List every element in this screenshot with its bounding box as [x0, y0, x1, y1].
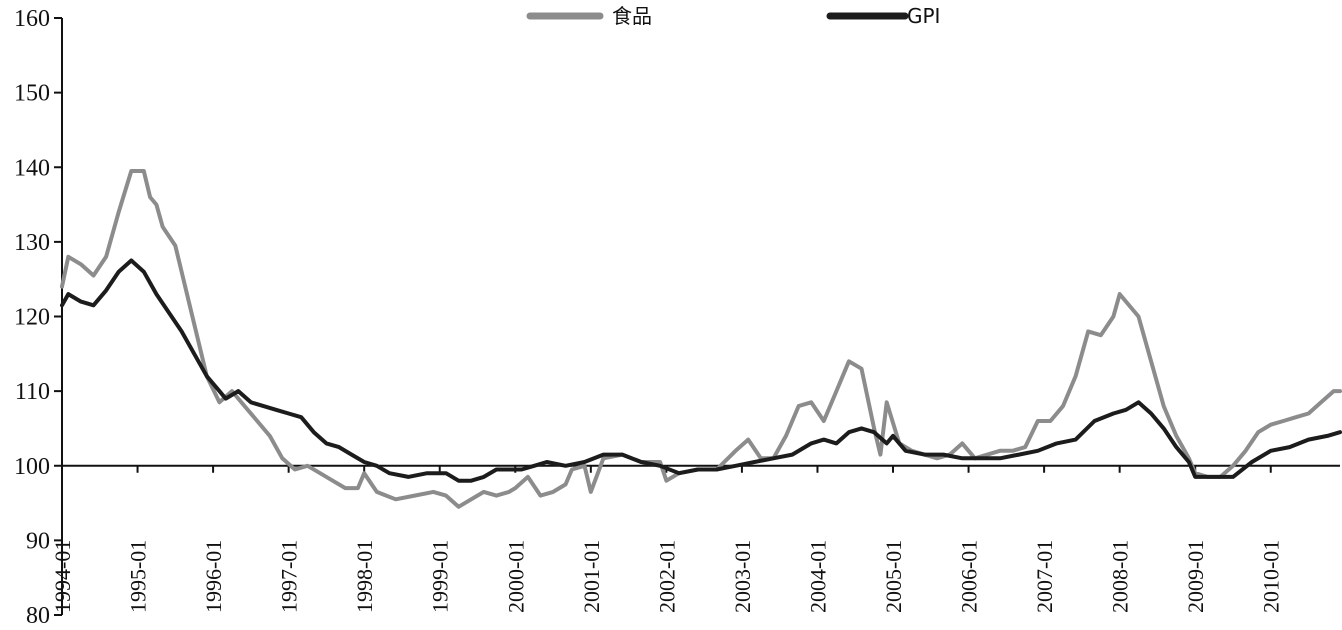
x-tick-label: 2009-01 [1183, 540, 1208, 613]
y-tick-label: 160 [14, 6, 50, 32]
x-tick-label: 2007-01 [1032, 540, 1057, 613]
x-tick-label: 2001-01 [579, 540, 604, 613]
x-tick-label: 2008-01 [1108, 540, 1133, 613]
x-tick-label: 2000-01 [503, 540, 528, 613]
x-tick-label: 2005-01 [881, 540, 906, 613]
y-tick-label: 150 [14, 81, 50, 107]
y-tick-label: 90 [26, 528, 50, 554]
y-tick-label: 100 [14, 454, 50, 480]
series-line-food [60, 169, 1342, 509]
series-line-gpi [60, 258, 1342, 483]
legend: 食品 GPI [526, 4, 940, 28]
x-tick-label: 2010-01 [1259, 540, 1284, 613]
x-tick-label: 1994-01 [50, 540, 75, 613]
y-tick-label: 110 [15, 379, 50, 405]
x-tick-label: 2002-01 [654, 540, 679, 613]
x-tick-label: 2003-01 [730, 540, 755, 613]
y-tick-label: 140 [14, 155, 50, 181]
y-tick-label: 120 [14, 305, 50, 331]
axes-layer: 80 90 100 110 120 130 140 150 160 1994-01 1995-01 1… [14, 6, 1340, 629]
x-tick-label: 1997-01 [277, 540, 302, 613]
x-tick-label: 1995-01 [126, 540, 151, 613]
x-tick-label: 1999-01 [428, 540, 453, 613]
x-tick-label: 2006-01 [957, 540, 982, 613]
y-tick-label: 130 [14, 230, 50, 256]
legend-label-gpi: GPI [907, 4, 940, 28]
series-layer [60, 169, 1342, 509]
x-tick-label: 2004-01 [805, 540, 830, 613]
legend-label-food: 食品 [612, 4, 652, 28]
x-tick-label: 1998-01 [352, 540, 377, 613]
x-tick-label: 1996-01 [201, 540, 226, 613]
y-tick-label: 80 [26, 603, 50, 629]
